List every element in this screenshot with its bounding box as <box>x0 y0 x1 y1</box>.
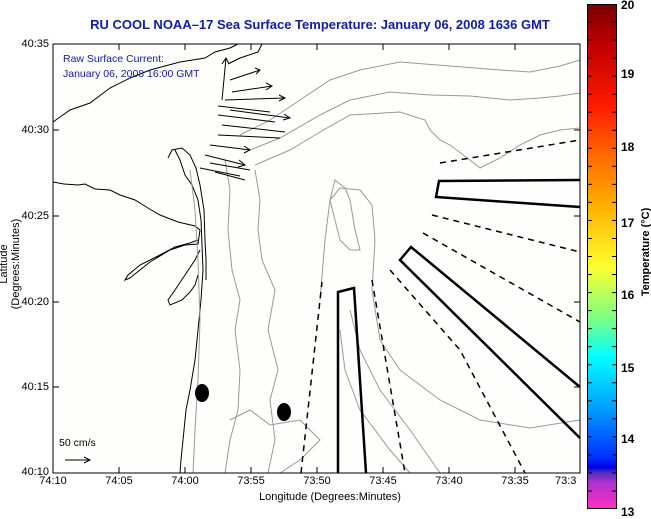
lane-boundaries <box>300 139 581 474</box>
y-tick-label: 40:10 <box>21 466 49 478</box>
y-axis-label: Latitude (Degrees:Minutes) <box>0 218 22 310</box>
shipping-lanes <box>336 178 581 474</box>
y-tick-label: 40:20 <box>21 296 49 308</box>
y-tick-label: 40:15 <box>21 381 49 393</box>
colorbar-tick-label: 18 <box>621 140 635 154</box>
current-overlay-title: Raw Surface Current: <box>63 53 164 65</box>
colorbar-tick-label: 20 <box>621 0 635 12</box>
right-arrow-icon <box>65 456 92 464</box>
y-tick-label: 40:35 <box>21 38 49 50</box>
y-tick-label: 40:30 <box>21 124 49 136</box>
map-title: RU COOL NOAA–17 Sea Surface Temperature:… <box>90 17 550 32</box>
x-tick-label: 73:55 <box>237 475 265 487</box>
colorbar-ticks <box>587 21 617 492</box>
x-ticks <box>118 44 516 473</box>
x-tick-label: 74:05 <box>105 475 133 487</box>
colorbar-tick-label: 15 <box>621 361 635 375</box>
buoy-marker[interactable] <box>277 403 291 421</box>
y-tick-label: 40:25 <box>21 210 49 222</box>
y-ticks <box>53 129 580 388</box>
colorbar-tick-label: 17 <box>621 216 635 230</box>
current-scale-label: 50 cm/s <box>59 437 96 449</box>
surface-current-vectors <box>199 57 292 181</box>
coastline <box>52 43 263 474</box>
x-tick-label: 73:50 <box>303 475 331 487</box>
x-tick-label: 73:3 <box>555 475 577 487</box>
colorbar-tick-label: 19 <box>621 67 635 81</box>
x-tick-label: 73:40 <box>435 475 463 487</box>
colorbar-tick-label: 14 <box>621 432 635 446</box>
x-tick-label: 73:35 <box>501 475 529 487</box>
colorbar-title: Temperature (°C) <box>640 207 651 297</box>
buoy-marker[interactable] <box>195 384 209 402</box>
colorbar-tick-label: 13 <box>621 505 635 519</box>
x-tick-label: 73:45 <box>369 475 397 487</box>
x-tick-label: 74:10 <box>39 475 67 487</box>
x-axis-label: Longitude (Degrees:Minutes) <box>259 491 401 503</box>
bathymetry-contours <box>189 59 581 474</box>
x-tick-label: 74:00 <box>171 475 199 487</box>
current-overlay-time: January 06, 2008 16:00 GMT <box>63 68 200 80</box>
colorbar-tick-label: 16 <box>621 288 635 302</box>
plot-area <box>53 44 580 473</box>
